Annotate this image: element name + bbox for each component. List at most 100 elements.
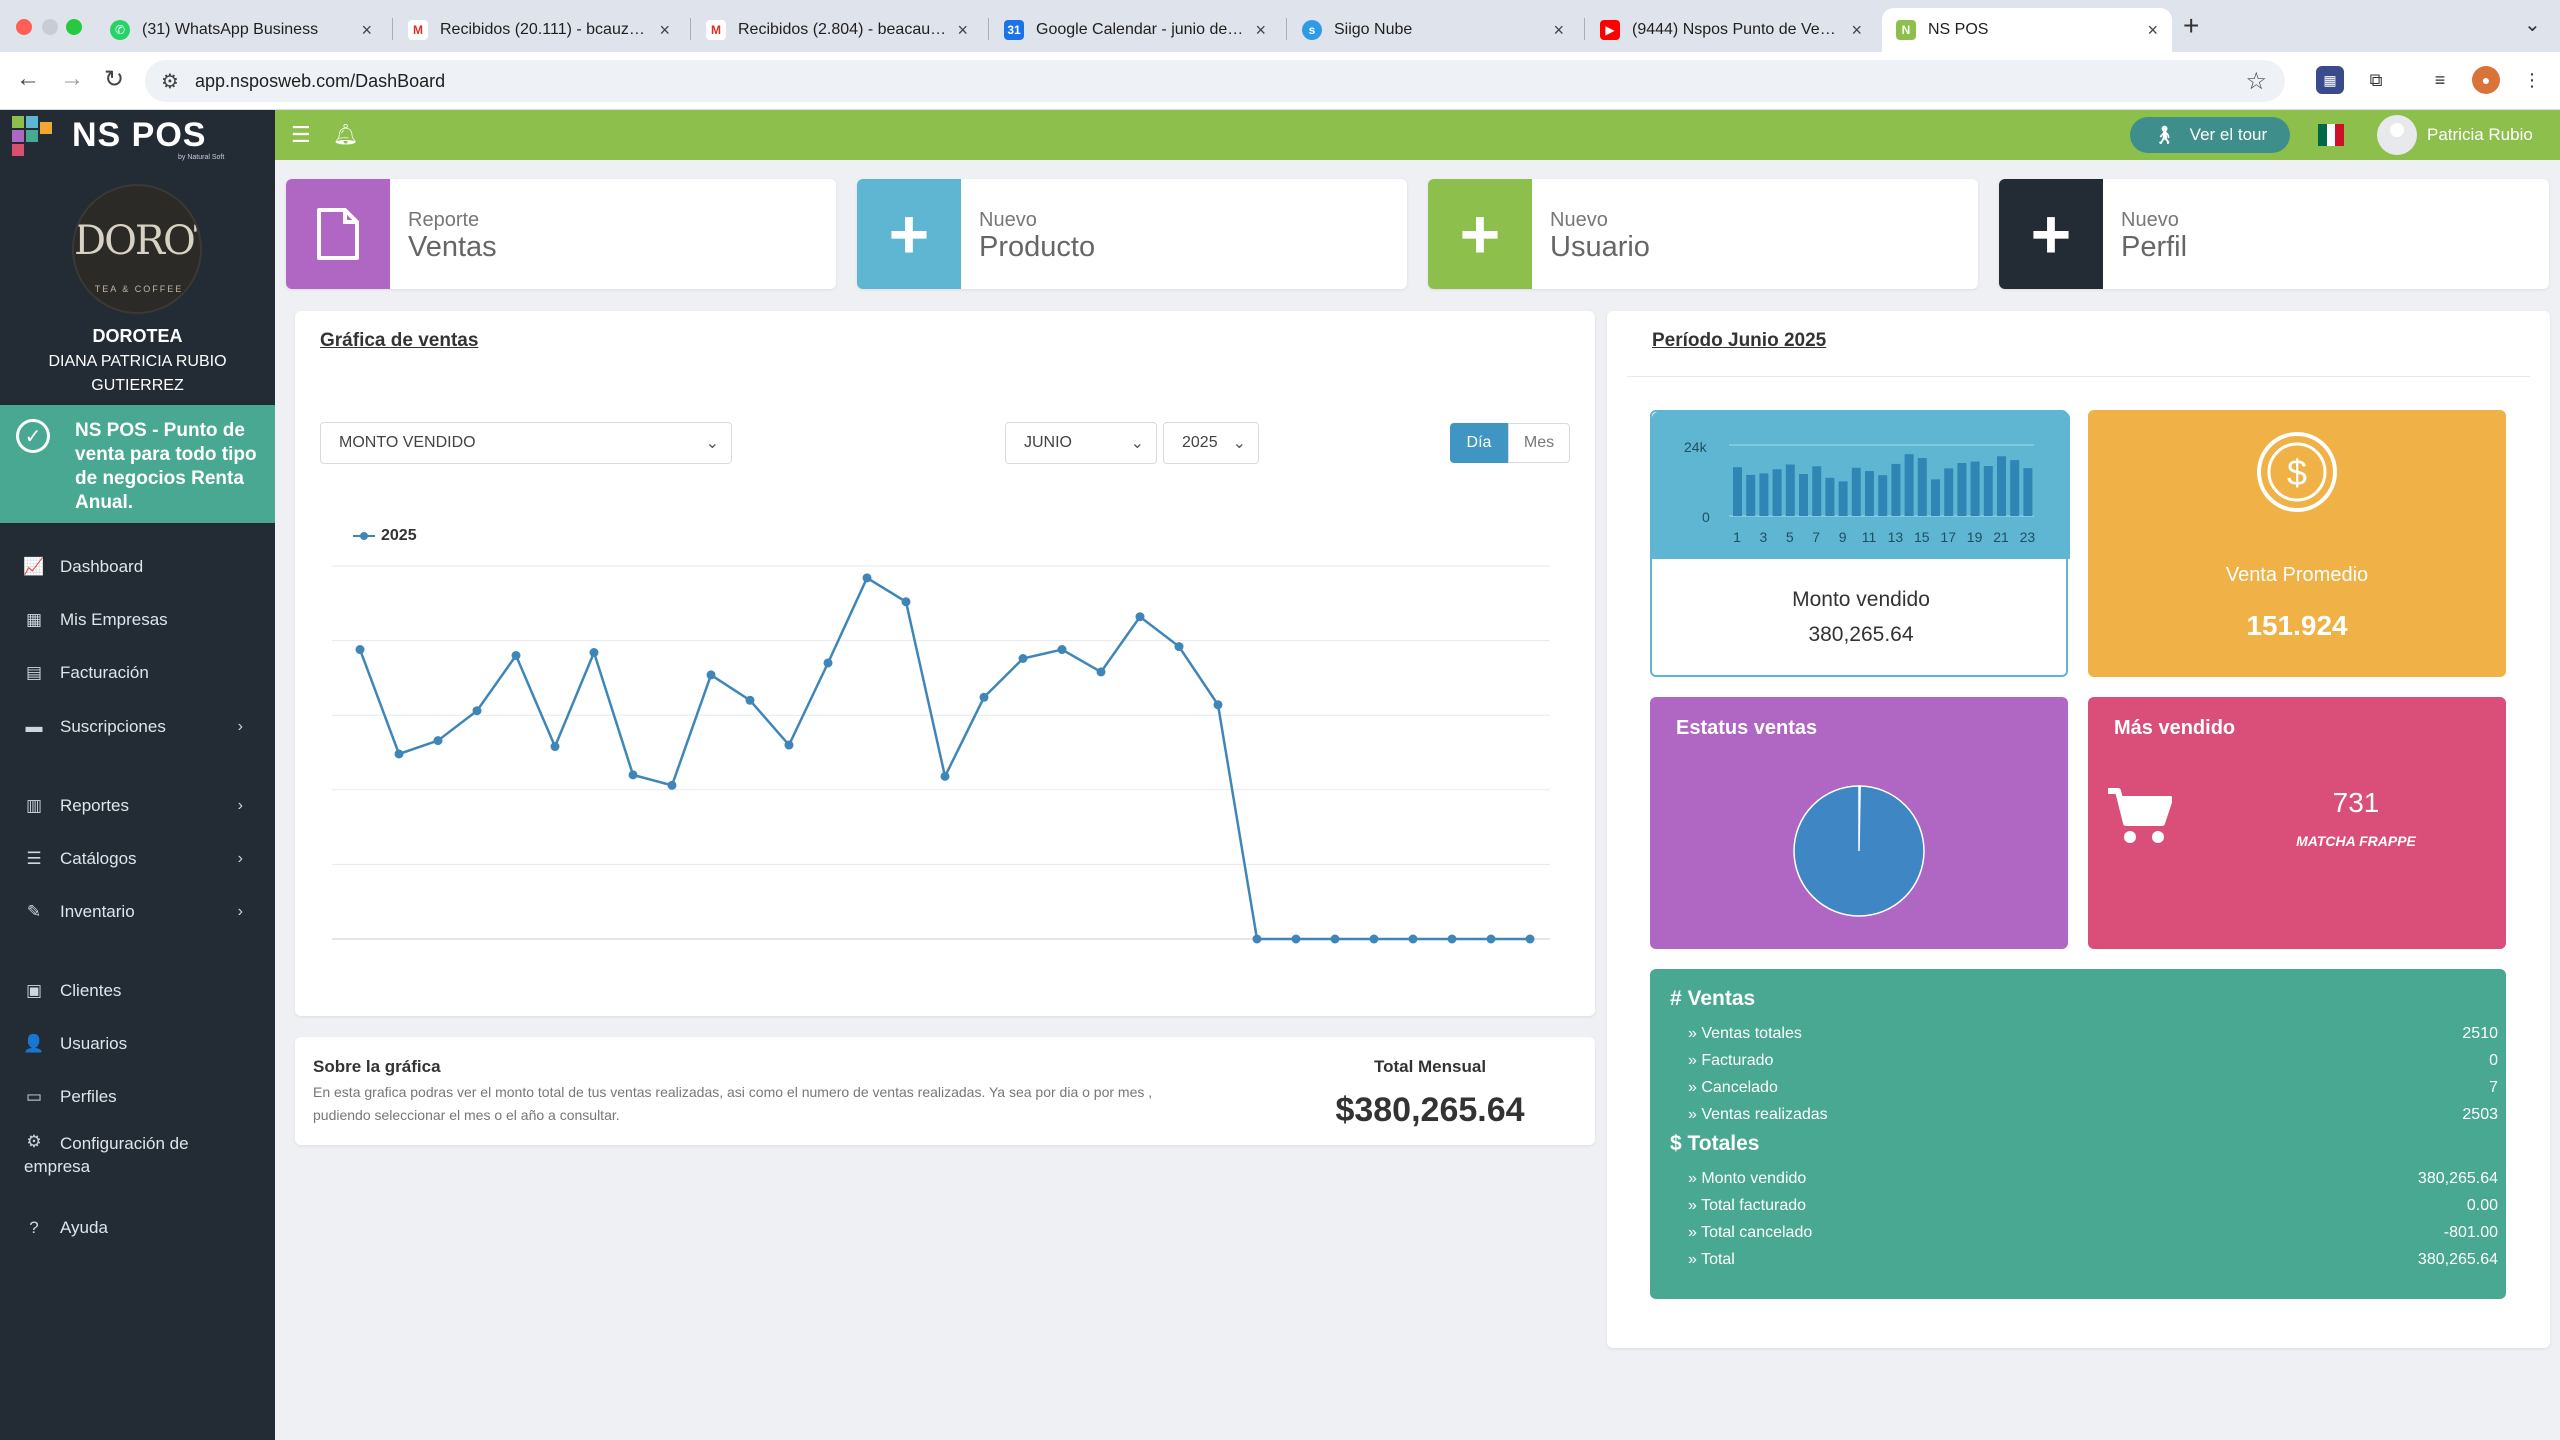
data-point[interactable] bbox=[979, 692, 989, 702]
sales-status-card[interactable]: Estatus ventas bbox=[1650, 697, 2068, 949]
sidebar-item-configuracion[interactable]: ⚙ Configuración de empresa bbox=[0, 1120, 275, 1190]
pie-slice-cancelado[interactable] bbox=[1858, 785, 1861, 852]
data-point[interactable] bbox=[1369, 934, 1379, 944]
new-profile-card[interactable]: + Nuevo Perfil bbox=[1999, 179, 2549, 289]
summary-row-value: 0 bbox=[2489, 1052, 2498, 1069]
data-point[interactable] bbox=[1447, 934, 1457, 944]
browser-tab-gmail-2[interactable]: M Recibidos (2.804) - beacauzor@gmail.co… bbox=[692, 8, 982, 52]
browser-tab-gmail-1[interactable]: M Recibidos (20.111) - bcauzor@gmail.com… bbox=[394, 8, 684, 52]
tour-button[interactable]: 🚶︎ Ver el tour bbox=[2130, 117, 2290, 153]
browser-tab-siigo[interactable]: s Siigo Nube × bbox=[1288, 8, 1578, 52]
close-icon[interactable]: × bbox=[1255, 19, 1266, 40]
site-settings-icon[interactable]: ⚙ bbox=[161, 71, 179, 93]
browser-tab-nspos[interactable]: N NS POS × bbox=[1882, 8, 2172, 52]
profile-name[interactable]: Patricia Rubio bbox=[2427, 125, 2533, 144]
menu-toggle-icon[interactable]: ☰ bbox=[291, 122, 311, 147]
data-point[interactable] bbox=[745, 695, 755, 705]
browser-tab-whatsapp[interactable]: ✆ (31) WhatsApp Business × bbox=[96, 8, 386, 52]
forward-button[interactable]: → bbox=[60, 65, 84, 92]
sidebar-item-suscripciones[interactable]: ▬ Suscripciones › bbox=[0, 707, 275, 747]
amount-sold-card[interactable]: 24k 0 1 3 5 7 9 11 13 15 17 19 21 23 Monto vendido … bbox=[1650, 410, 2070, 677]
data-point[interactable] bbox=[550, 742, 560, 752]
close-icon[interactable]: × bbox=[1851, 19, 1862, 40]
data-point[interactable] bbox=[1057, 645, 1067, 655]
sidebar-item-reportes[interactable]: ▥ Reportes › bbox=[0, 786, 275, 826]
sales-chart-title[interactable]: Gráfica de ventas bbox=[320, 330, 479, 351]
data-point[interactable] bbox=[940, 771, 950, 781]
close-icon[interactable]: × bbox=[957, 19, 968, 40]
mexico-flag-icon[interactable] bbox=[2318, 124, 2345, 146]
chart-legend[interactable]: 2025 bbox=[353, 527, 417, 545]
data-point[interactable] bbox=[823, 658, 833, 668]
sidebar-item-mis-empresas[interactable]: ▦ Mis Empresas bbox=[0, 600, 275, 640]
new-user-card[interactable]: + Nuevo Usuario bbox=[1428, 179, 1978, 289]
mode-month-button[interactable]: Mes bbox=[1508, 423, 1570, 463]
data-point[interactable] bbox=[1252, 934, 1262, 944]
report-sales-card[interactable]: Reporte Ventas bbox=[286, 179, 836, 289]
profile-avatar-icon[interactable]: ● bbox=[2472, 66, 2500, 94]
sidebar-item-perfiles[interactable]: ▭ Perfiles bbox=[0, 1077, 275, 1117]
data-point[interactable] bbox=[1018, 654, 1028, 664]
data-point[interactable] bbox=[784, 740, 794, 750]
window-close-button[interactable] bbox=[16, 19, 32, 35]
data-point[interactable] bbox=[628, 770, 638, 780]
media-queue-icon[interactable]: ≡ bbox=[2434, 69, 2446, 90]
average-sale-card[interactable]: $ Venta Promedio 151.924 bbox=[2088, 410, 2506, 677]
avatar[interactable] bbox=[2377, 115, 2417, 155]
data-point[interactable] bbox=[706, 670, 716, 680]
top-product-card[interactable]: Más vendido 731 MATCHA FRAPPE bbox=[2088, 697, 2506, 949]
new-tab-button[interactable]: + bbox=[2183, 10, 2200, 41]
data-point[interactable] bbox=[667, 780, 677, 790]
sidebar-item-usuarios[interactable]: 👤 Usuarios bbox=[0, 1024, 275, 1064]
sidebar-item-clientes[interactable]: ▣ Clientes bbox=[0, 971, 275, 1011]
bell-icon[interactable]: 🔔︎ bbox=[333, 124, 359, 146]
data-point[interactable] bbox=[1486, 934, 1496, 944]
browser-tab-youtube[interactable]: ▶ (9444) Nspos Punto de Venta × bbox=[1586, 8, 1876, 52]
sidebar-item-dashboard[interactable]: 📈 Dashboard bbox=[0, 547, 275, 587]
data-point[interactable] bbox=[1213, 700, 1223, 710]
reload-button[interactable]: ↻ bbox=[104, 66, 125, 93]
data-point[interactable] bbox=[589, 648, 599, 658]
new-product-card[interactable]: + Nuevo Producto bbox=[857, 179, 1407, 289]
sidebar-item-catalogos[interactable]: ☰ Catálogos › bbox=[0, 839, 275, 879]
mode-day-button[interactable]: Día bbox=[1450, 423, 1508, 463]
data-point[interactable] bbox=[1096, 667, 1106, 677]
data-point[interactable] bbox=[394, 749, 404, 759]
close-icon[interactable]: × bbox=[659, 19, 670, 40]
data-point[interactable] bbox=[1291, 934, 1301, 944]
window-maximize-button[interactable] bbox=[66, 19, 82, 35]
back-button[interactable]: ← bbox=[16, 65, 40, 92]
month-select[interactable]: JUNIO ⌄ bbox=[1005, 422, 1157, 464]
chrome-menu-icon[interactable]: ⋮ bbox=[2523, 69, 2541, 90]
data-point[interactable] bbox=[1525, 934, 1535, 944]
puzzle-extensions-icon[interactable]: ⧉ bbox=[2369, 69, 2383, 90]
period-title[interactable]: Período Junio 2025 bbox=[1652, 330, 1827, 351]
data-point[interactable] bbox=[1330, 934, 1340, 944]
bookmark-star-icon[interactable]: ☆ bbox=[2245, 68, 2267, 95]
data-point[interactable] bbox=[355, 645, 365, 655]
data-point[interactable] bbox=[1408, 934, 1418, 944]
year-select[interactable]: 2025 ⌄ bbox=[1163, 422, 1259, 464]
data-point[interactable] bbox=[901, 597, 911, 607]
metric-select[interactable]: MONTO VENDIDO ⌄ bbox=[320, 422, 732, 464]
window-minimize-button[interactable] bbox=[42, 19, 58, 35]
app-logo-text[interactable]: NS POS bbox=[72, 116, 207, 154]
data-point[interactable] bbox=[862, 573, 872, 583]
data-point[interactable] bbox=[511, 651, 521, 661]
close-icon[interactable]: × bbox=[361, 19, 372, 40]
data-point[interactable] bbox=[1174, 642, 1184, 652]
close-icon[interactable]: × bbox=[1553, 19, 1564, 40]
browser-tab-calendar[interactable]: 31 Google Calendar - junio de 2025 × bbox=[990, 8, 1280, 52]
data-point[interactable] bbox=[472, 706, 482, 716]
extension-icon[interactable]: ▦ bbox=[2316, 66, 2344, 94]
url-text[interactable]: app.nsposweb.com/DashBoard bbox=[195, 71, 446, 91]
data-point[interactable] bbox=[433, 736, 443, 746]
url-omnibox[interactable]: ⚙ app.nsposweb.com/DashBoard ☆ bbox=[145, 60, 2285, 102]
sidebar-item-inventario[interactable]: ✎ Inventario › bbox=[0, 892, 275, 932]
data-point[interactable] bbox=[1135, 612, 1145, 622]
sidebar-item-facturacion[interactable]: ▤ Facturación bbox=[0, 653, 275, 693]
summary-row: » Ventas totales 2510 bbox=[1688, 1025, 2498, 1052]
sidebar-item-ayuda[interactable]: ? Ayuda bbox=[0, 1208, 275, 1248]
tab-search-button[interactable]: ⌄ bbox=[2524, 14, 2541, 36]
close-icon[interactable]: × bbox=[2147, 19, 2158, 40]
